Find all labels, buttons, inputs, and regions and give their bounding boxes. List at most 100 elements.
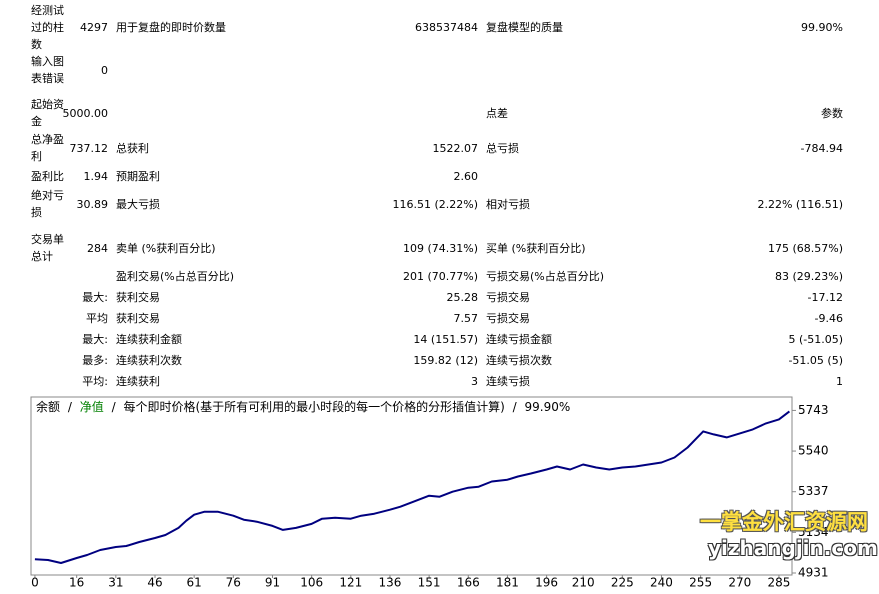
x-tick-label: 106 — [300, 576, 323, 590]
x-tick-label: 255 — [689, 576, 712, 590]
report-row: 平均: 连续获利 3 连续亏损 1 — [0, 355, 879, 407]
row-label: 盈利比 — [31, 169, 64, 183]
right-label: 连续亏损金额 — [486, 333, 552, 346]
right-label: 总亏损 — [486, 142, 519, 155]
mid-value: 14 (151.57) — [413, 332, 478, 346]
row-label: 输入图表错误 — [31, 55, 64, 85]
report-row: 盈利交易(%占总百分比) 201 (70.77%) 亏损交易(%占总百分比) 83 (… — [0, 250, 879, 302]
right-value: -51.05 (5) — [788, 353, 843, 367]
x-tick-label: 181 — [496, 576, 519, 590]
legend-balance: 余额 — [36, 399, 60, 414]
x-tick-label: 31 — [108, 576, 123, 590]
mid-value: 159.82 (12) — [413, 353, 478, 367]
x-tick-label: 240 — [650, 576, 673, 590]
mid-label: 连续获利次数 — [116, 354, 182, 367]
mid-value: 116.51 (2.22%) — [392, 197, 478, 211]
report-row: 平均 获利交易 7.57 亏损交易 -9.46 — [0, 292, 879, 344]
right-value: 参数 — [821, 107, 843, 120]
mid-label: 连续获利 — [116, 375, 160, 388]
report-row: 交易单总计 284 卖单 (%获利百分比) 109 (74.31%) 买单 (%获利百分… — [0, 222, 879, 274]
report-row: 经测试过的柱数 4297 用于复盘的即时价数量 638537484 复盘模型的质量 99.… — [0, 1, 879, 53]
right-label: 买单 (%获利百分比) — [486, 242, 586, 255]
right-label: 亏损交易 — [486, 291, 530, 304]
x-tick-label: 166 — [457, 576, 480, 590]
report-row: 最大: 获利交易 25.28 亏损交易 -17.12 — [0, 271, 879, 323]
mid-value: 109 (74.31%) — [402, 241, 478, 255]
right-value: -9.46 — [814, 311, 843, 325]
x-tick-label: 151 — [418, 576, 441, 590]
row-value: 1.94 — [83, 169, 109, 183]
report-row: 总净盈利 737.12 总获利 1522.07 总亏损 -784.94 — [0, 122, 879, 174]
legend-separator: / — [68, 400, 73, 414]
x-tick-label: 210 — [572, 576, 595, 590]
row-value: 平均 — [86, 312, 108, 325]
right-value: -784.94 — [800, 141, 843, 155]
row-value: 最多: — [82, 354, 108, 367]
mid-value: 25.28 — [446, 290, 479, 304]
row-label: 经测试过的柱数 — [31, 3, 64, 51]
legend-quality: 99.90% — [525, 400, 571, 414]
mid-label: 获利交易 — [116, 291, 160, 304]
row-value: 4297 — [80, 20, 108, 34]
row-value: 737.12 — [69, 141, 109, 155]
legend-separator: / — [513, 400, 518, 414]
x-tick-label: 0 — [31, 576, 39, 590]
y-tick-label: 5540 — [798, 444, 829, 458]
legend-text: 每个即时价格(基于所有可利用的最小时段的每一个价格的分形插值计算) — [123, 399, 504, 414]
right-value: 2.22% (116.51) — [757, 197, 843, 211]
legend: 余额 / 净值 / 每个即时价格(基于所有可利用的最小时段的每一个价格的分形插值… — [36, 399, 570, 414]
x-tick-label: 196 — [535, 576, 558, 590]
right-label: 亏损交易 — [486, 312, 530, 325]
watermark-url: yizhangjin.com — [708, 536, 878, 560]
report-row: 绝对亏损 30.89 最大亏损 116.51 (2.22%) 相对亏损 2.22% (11… — [0, 178, 879, 230]
right-label: 复盘模型的质量 — [486, 21, 563, 34]
y-tick-label: 5337 — [798, 484, 829, 498]
mid-value: 2.60 — [453, 169, 479, 183]
right-value: 175 (68.57%) — [767, 241, 843, 255]
legend-separator: / — [112, 400, 117, 414]
x-tick-label: 121 — [339, 576, 362, 590]
row-label: 起始资金 — [31, 98, 64, 128]
right-value: 99.90% — [801, 20, 843, 34]
row-value: 最大: — [82, 333, 108, 346]
row-value: 0 — [101, 63, 108, 77]
mid-label: 连续获利金额 — [116, 333, 182, 346]
mid-value: 1522.07 — [432, 141, 479, 155]
row-label: 交易单总计 — [31, 233, 64, 263]
y-tick-label: 5743 — [798, 403, 829, 417]
right-label: 相对亏损 — [486, 198, 530, 211]
row-label: 总净盈利 — [31, 133, 64, 163]
row-value: 平均: — [82, 375, 108, 388]
right-label: 亏损交易(%占总百分比) — [486, 270, 605, 283]
mid-label: 获利交易 — [116, 312, 160, 325]
mid-label: 用于复盘的即时价数量 — [116, 21, 226, 34]
x-tick-label: 61 — [187, 576, 202, 590]
x-tick-label: 136 — [379, 576, 402, 590]
mid-value: 201 (70.77%) — [402, 269, 478, 283]
row-value: 5000.00 — [62, 106, 109, 120]
mid-label: 卖单 (%获利百分比) — [116, 242, 216, 255]
report-row: 起始资金 5000.00 点差 参数 — [0, 87, 879, 139]
y-tick-label: 4931 — [798, 565, 829, 579]
plot-frame — [30, 396, 793, 576]
right-value: 5 (-51.05) — [788, 332, 843, 346]
mid-label: 盈利交易(%占总百分比) — [116, 270, 235, 283]
x-tick-label: 225 — [611, 576, 634, 590]
row-value: 最大: — [82, 291, 108, 304]
x-tick-label: 46 — [147, 576, 162, 590]
row-value: 284 — [87, 241, 108, 255]
legend-equity: 净值 — [80, 399, 104, 414]
y-tick-label: 5134 — [798, 525, 829, 539]
mid-value: 3 — [471, 374, 478, 388]
right-label: 连续亏损 — [486, 375, 530, 388]
x-tick-label: 91 — [265, 576, 280, 590]
report-row: 输入图表错误 0 — [0, 44, 879, 96]
right-value: 83 (29.23%) — [774, 269, 843, 283]
balance-line — [34, 410, 791, 564]
report-row: 最大: 连续获利金额 14 (151.57) 连续亏损金额 5 (-51.05) — [0, 313, 879, 365]
watermark-title: 一掌金外汇资源网 — [700, 510, 868, 534]
mid-label: 总获利 — [116, 142, 149, 155]
right-value: 1 — [836, 374, 843, 388]
